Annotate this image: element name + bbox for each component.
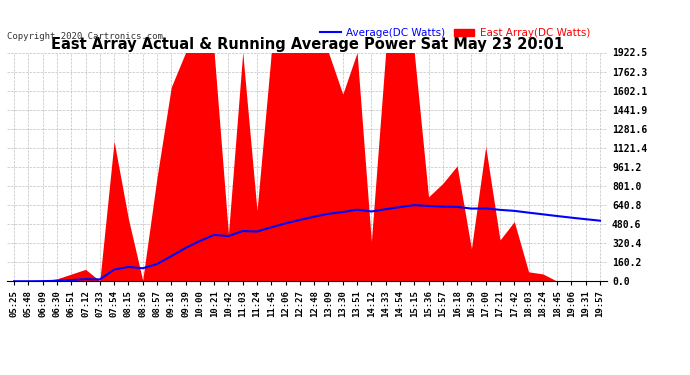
Title: East Array Actual & Running Average Power Sat May 23 20:01: East Array Actual & Running Average Powe… [50, 38, 564, 52]
Legend: Average(DC Watts), East Array(DC Watts): Average(DC Watts), East Array(DC Watts) [320, 28, 590, 38]
Text: Copyright 2020 Cartronics.com: Copyright 2020 Cartronics.com [7, 32, 163, 41]
